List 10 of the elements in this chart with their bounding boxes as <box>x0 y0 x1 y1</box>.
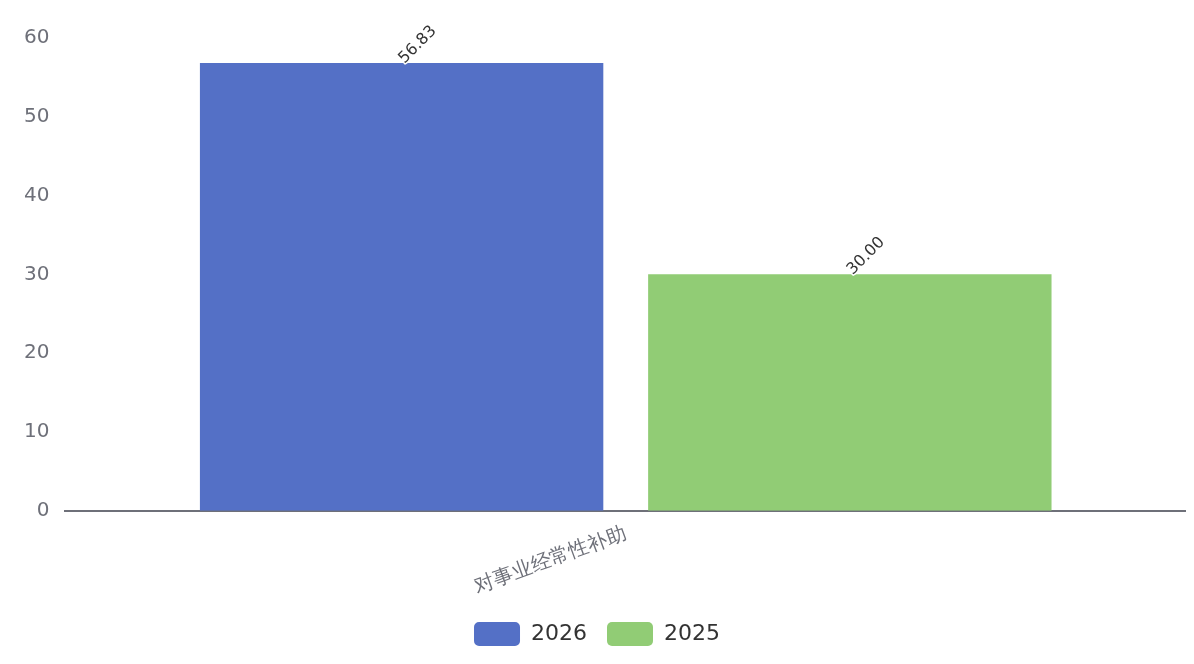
y-tick-label: 50 <box>24 102 50 127</box>
legend-label: 2026 <box>531 619 588 645</box>
y-tick-label: 40 <box>24 181 50 206</box>
y-tick-label: 60 <box>24 24 50 49</box>
y-tick-label: 20 <box>24 339 50 364</box>
legend-label: 2025 <box>664 619 720 645</box>
y-tick-label: 0 <box>36 496 50 521</box>
x-tick-label: 对事业经常性补助 <box>470 520 630 598</box>
y-tick-label: 30 <box>24 260 50 285</box>
y-tick-label: 10 <box>24 418 50 443</box>
